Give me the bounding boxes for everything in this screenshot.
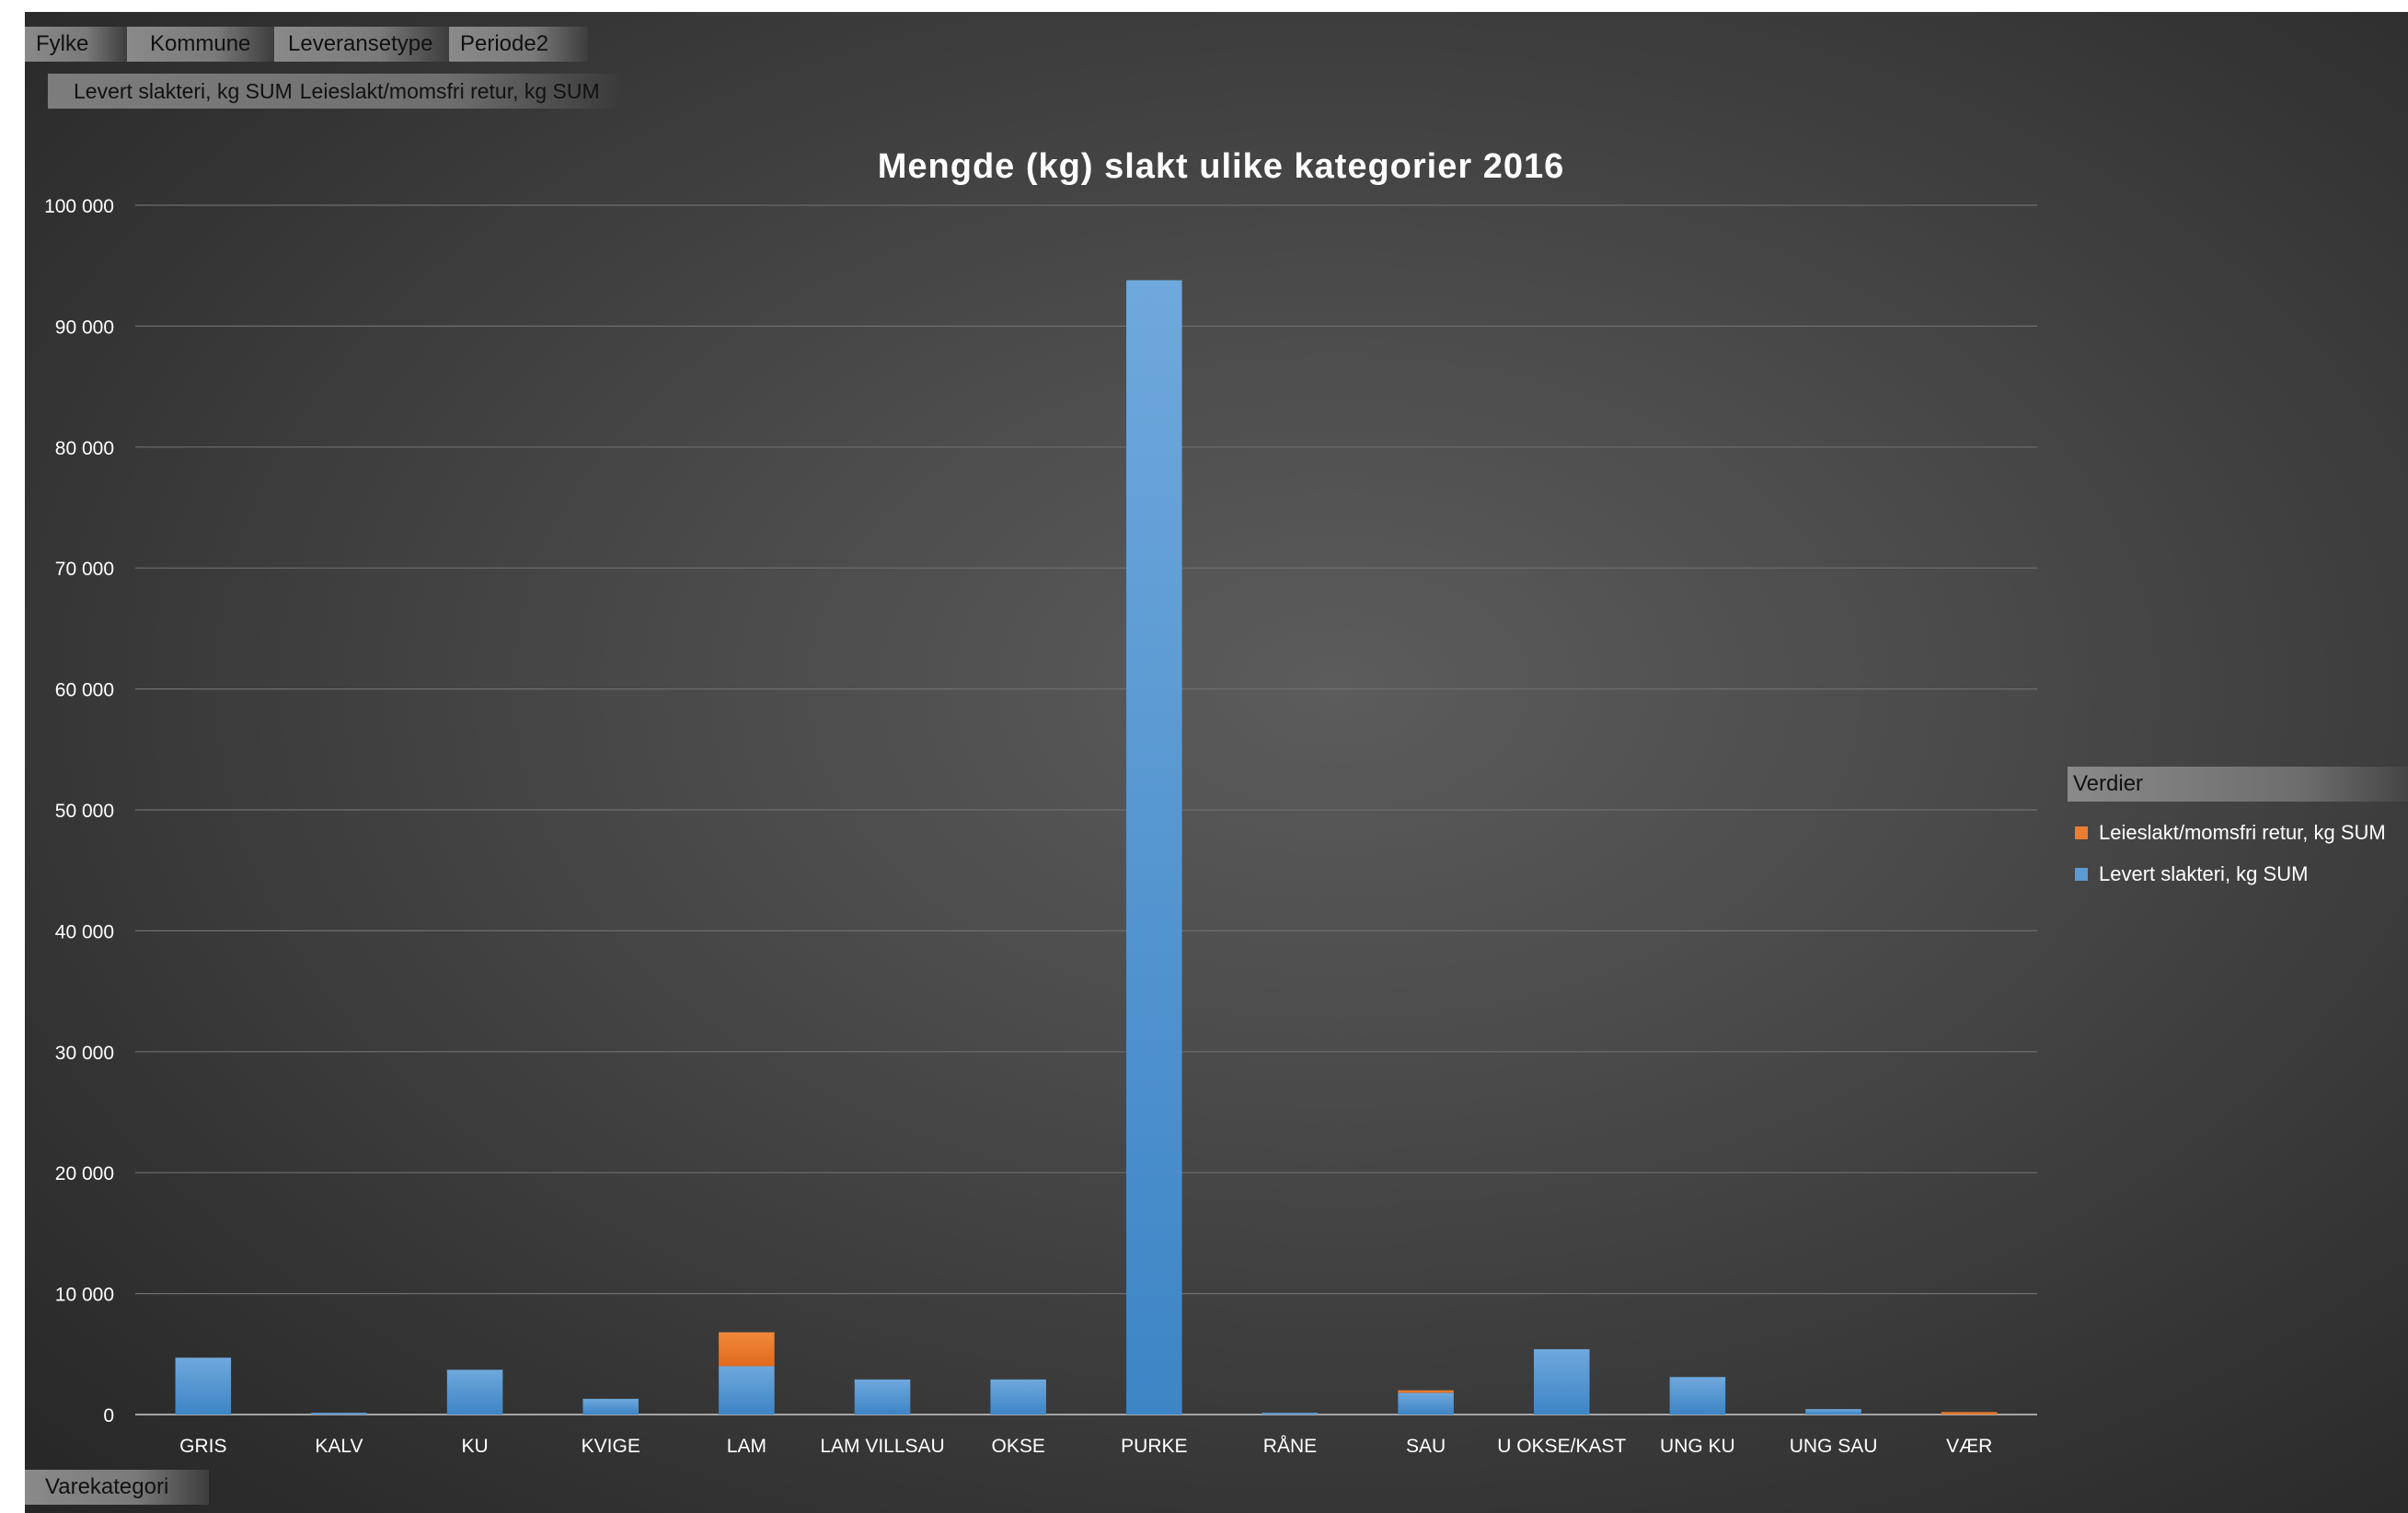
x-tick-label: U OKSE/KAST bbox=[1497, 1436, 1626, 1457]
bar-levert-6[interactable] bbox=[990, 1379, 1046, 1415]
bar-levert-4[interactable] bbox=[719, 1366, 775, 1415]
y-tick-label: 40 000 bbox=[55, 921, 114, 942]
x-tick-label: GRIS bbox=[179, 1436, 226, 1457]
bar-levert-1[interactable] bbox=[311, 1413, 367, 1415]
y-tick-label: 10 000 bbox=[55, 1285, 114, 1306]
legend-item-leieslakt: Leieslakt/momsfri retur, kg SUM bbox=[2075, 821, 2386, 845]
filter-field-periode2[interactable]: Periode2 bbox=[449, 27, 588, 62]
x-tick-label: KU bbox=[462, 1436, 489, 1457]
filter-field-kommune[interactable]: Kommune bbox=[127, 27, 274, 62]
x-tick-label: KALV bbox=[315, 1436, 363, 1457]
bar-leieslakt-13[interactable] bbox=[1941, 1412, 1998, 1415]
value-field-leieslakt[interactable]: Leieslakt/momsfri retur, kg SUM bbox=[299, 78, 600, 103]
bar-leieslakt-4[interactable] bbox=[719, 1332, 775, 1367]
chart-title: Mengde (kg) slakt ulike kategorier 2016 bbox=[878, 147, 1565, 186]
x-tick-label: LAM bbox=[727, 1436, 766, 1457]
chart-area: Fylke Kommune Leveransetype Periode2 Lev… bbox=[25, 12, 2408, 1513]
x-tick-label: VÆR bbox=[1946, 1436, 1992, 1457]
y-tick-label: 80 000 bbox=[55, 438, 114, 459]
legend-swatch-levert bbox=[2075, 868, 2088, 881]
bar-levert-11[interactable] bbox=[1669, 1377, 1726, 1415]
bar-leieslakt-9[interactable] bbox=[1398, 1390, 1454, 1393]
x-tick-label: KVIGE bbox=[582, 1436, 640, 1457]
axis-field-varekategori[interactable]: Varekategori bbox=[25, 1470, 209, 1505]
y-axis-ticks: 0 10 000 20 000 30 000 40 000 50 000 60 000 70 … bbox=[44, 196, 114, 1426]
bar-levert-9[interactable] bbox=[1398, 1392, 1454, 1415]
legend-item-levert: Levert slakteri, kg SUM bbox=[2075, 862, 2308, 886]
y-tick-label: 30 000 bbox=[55, 1043, 114, 1064]
bar-levert-10[interactable] bbox=[1533, 1349, 1590, 1415]
x-tick-label: SAU bbox=[1406, 1436, 1446, 1457]
y-tick-label: 60 000 bbox=[55, 680, 114, 701]
value-fields: Levert slakteri, kg SUM Leieslakt/momsfr… bbox=[48, 74, 620, 109]
x-tick-label: LAM VILLSAU bbox=[820, 1436, 944, 1457]
bar-levert-2[interactable] bbox=[446, 1369, 503, 1415]
filter-field-leveransetype[interactable]: Leveransetype bbox=[274, 27, 449, 62]
legend-swatch-leieslakt bbox=[2075, 826, 2088, 839]
y-tick-label: 0 bbox=[103, 1405, 114, 1426]
y-tick-label: 20 000 bbox=[55, 1163, 114, 1184]
bar-levert-7[interactable] bbox=[1126, 280, 1182, 1415]
y-tick-label: 90 000 bbox=[55, 317, 114, 338]
gridlines bbox=[135, 204, 2037, 1415]
x-axis-ticks: GRIS KALV KU KVIGE LAM LAM VILLSAU OKSE PURKE RÅ… bbox=[179, 1436, 1992, 1457]
x-tick-label: OKSE bbox=[991, 1436, 1044, 1457]
bar-levert-8[interactable] bbox=[1262, 1413, 1319, 1415]
bar-levert-0[interactable] bbox=[175, 1357, 232, 1415]
bar-chart: Mengde (kg) slakt ulike kategorier 2016 … bbox=[44, 147, 2037, 1457]
y-tick-label: 50 000 bbox=[55, 801, 114, 822]
legend-label-leieslakt: Leieslakt/momsfri retur, kg SUM bbox=[2099, 821, 2386, 844]
y-tick-label: 100 000 bbox=[44, 196, 114, 217]
bar-levert-5[interactable] bbox=[854, 1379, 911, 1415]
x-tick-label: PURKE bbox=[1121, 1436, 1187, 1457]
bar-levert-3[interactable] bbox=[582, 1398, 639, 1415]
y-tick-label: 70 000 bbox=[55, 559, 114, 580]
bars bbox=[175, 280, 1998, 1415]
x-tick-label: UNG SAU bbox=[1790, 1436, 1878, 1457]
value-field-levert[interactable]: Levert slakteri, kg SUM bbox=[74, 78, 293, 103]
x-tick-label: RÅNE bbox=[1263, 1436, 1317, 1457]
x-tick-label: UNG KU bbox=[1660, 1436, 1735, 1457]
bar-levert-12[interactable] bbox=[1805, 1409, 1861, 1415]
legend-label-levert: Levert slakteri, kg SUM bbox=[2099, 862, 2309, 885]
filter-field-fylke[interactable]: Fylke bbox=[25, 27, 127, 62]
legend-title[interactable]: Verdier bbox=[2068, 767, 2408, 802]
